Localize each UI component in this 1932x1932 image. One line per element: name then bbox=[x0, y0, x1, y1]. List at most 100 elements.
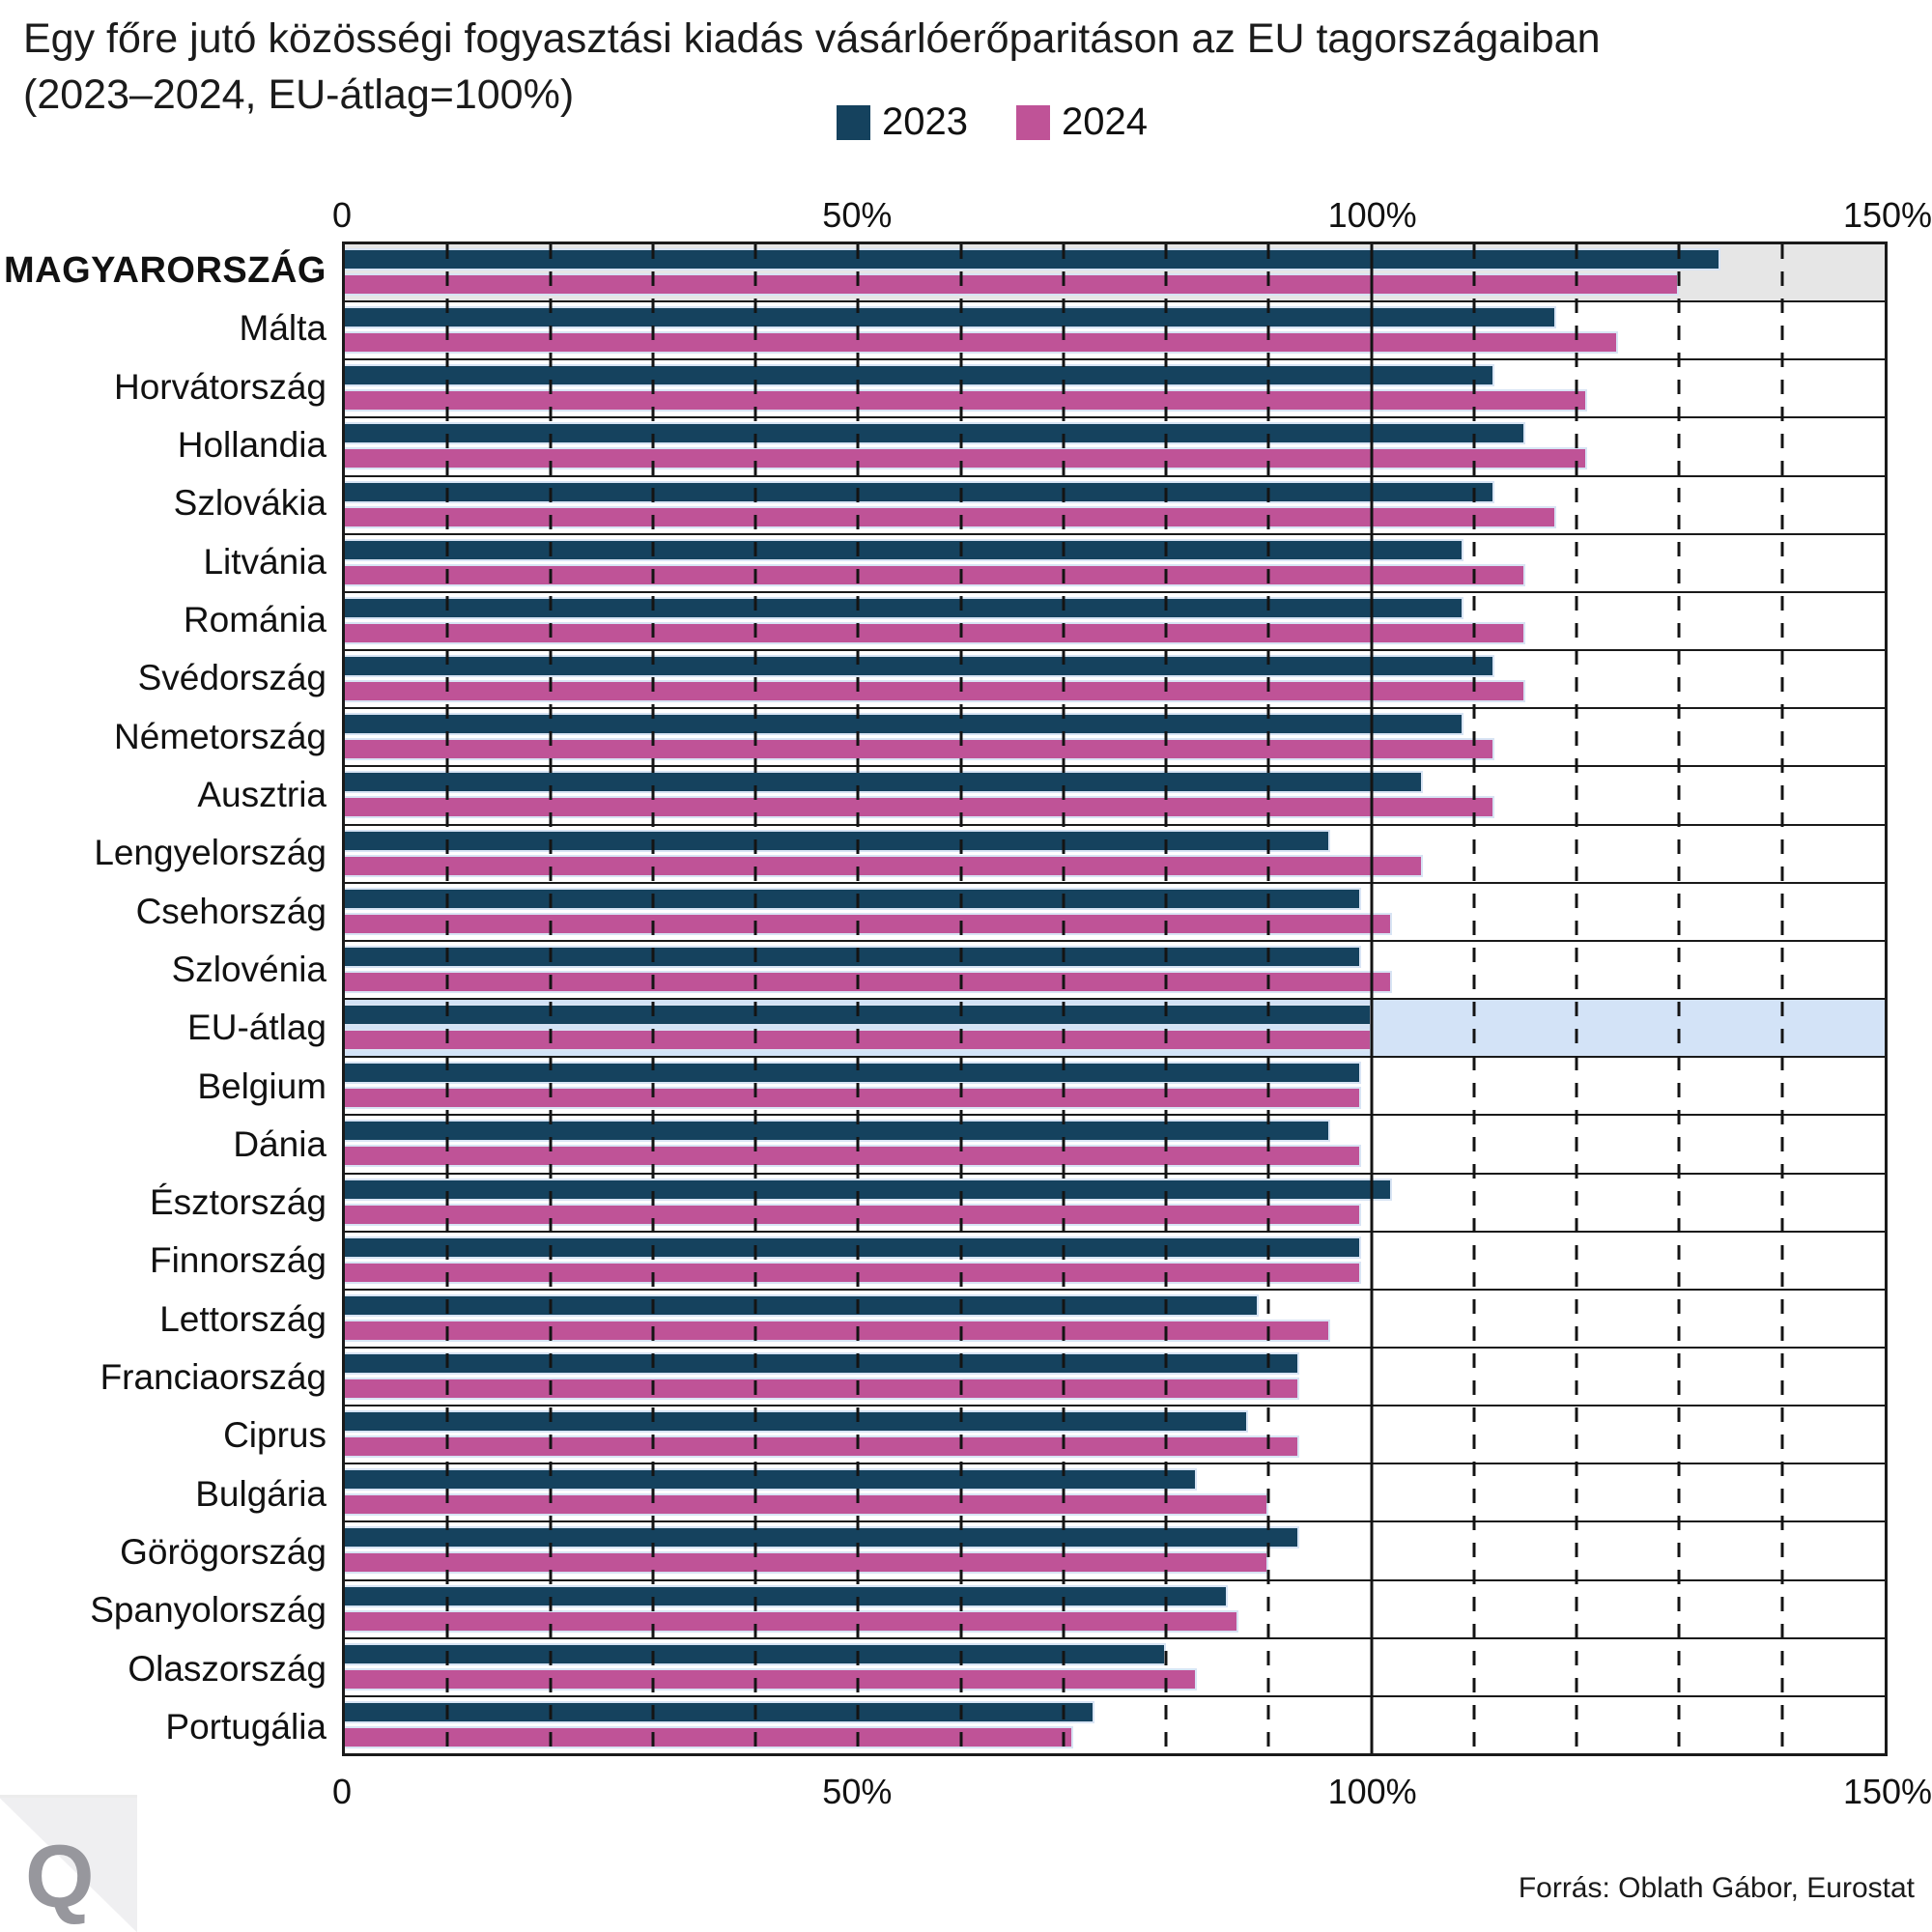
category-label: Szlovénia bbox=[171, 949, 327, 989]
bar-2024-row25 bbox=[345, 1725, 1074, 1748]
logo-letter-q: Q bbox=[25, 1828, 95, 1926]
axis-tick-label-100: 100% bbox=[1327, 1772, 1417, 1811]
bar-2024-row11 bbox=[345, 912, 1392, 935]
chart-row bbox=[345, 418, 1885, 477]
axis-tick-label-0: 0 bbox=[331, 195, 353, 235]
bar-2023-row21 bbox=[345, 1468, 1197, 1492]
bar-2024-row0 bbox=[345, 273, 1680, 296]
bar-2023-row5 bbox=[345, 538, 1464, 561]
bar-2024-row3 bbox=[345, 447, 1587, 470]
chart-row bbox=[345, 244, 1885, 303]
bar-2024-row5 bbox=[345, 563, 1526, 586]
bar-2023-row10 bbox=[345, 829, 1331, 852]
category-label: Hollandia bbox=[177, 425, 327, 466]
chart-row bbox=[345, 1232, 1885, 1291]
chart-row bbox=[345, 592, 1885, 652]
legend-label-2023: 2023 bbox=[882, 100, 968, 143]
bar-2023-row1 bbox=[345, 306, 1556, 329]
category-label: Szlovákia bbox=[173, 483, 327, 524]
bar-2023-row19 bbox=[345, 1351, 1300, 1375]
legend-item-2024: 2024 bbox=[1015, 100, 1148, 144]
bar-2024-row15 bbox=[345, 1145, 1362, 1168]
source-note: Forrás: Oblath Gábor, Eurostat bbox=[1518, 1872, 1915, 1904]
bar-2024-row8 bbox=[345, 738, 1495, 761]
bar-2023-row22 bbox=[345, 1526, 1300, 1549]
chart-row bbox=[345, 767, 1885, 826]
bar-2023-row15 bbox=[345, 1120, 1331, 1143]
category-label: Bulgária bbox=[195, 1473, 327, 1514]
bar-2024-row2 bbox=[345, 389, 1587, 412]
bar-2024-row22 bbox=[345, 1551, 1269, 1575]
bar-2023-row14 bbox=[345, 1062, 1362, 1085]
bar-rows bbox=[345, 244, 1885, 1754]
chart-row bbox=[345, 534, 1885, 593]
category-label: Csehország bbox=[135, 891, 327, 931]
bar-2024-row17 bbox=[345, 1261, 1362, 1284]
category-label: Lengyelország bbox=[94, 833, 327, 873]
qubit-logo: Q bbox=[0, 1795, 137, 1932]
axis-tick-label-0: 0 bbox=[331, 1772, 353, 1811]
chart-subtitle: (2023–2024, EU-átlag=100%) bbox=[23, 71, 575, 118]
legend-label-2024: 2024 bbox=[1061, 100, 1148, 143]
plot-area bbox=[342, 242, 1888, 1756]
bar-2024-row16 bbox=[345, 1203, 1362, 1226]
chart-row bbox=[345, 1464, 1885, 1523]
category-label: Románia bbox=[183, 600, 327, 640]
bar-2023-row13 bbox=[345, 1004, 1372, 1027]
legend-item-2023: 2023 bbox=[837, 100, 968, 144]
category-label: Olaszország bbox=[128, 1648, 327, 1689]
chart-row bbox=[345, 941, 1885, 1001]
category-label: Málta bbox=[239, 308, 327, 349]
bar-2024-row21 bbox=[345, 1493, 1269, 1517]
category-label: Lettország bbox=[159, 1298, 327, 1339]
axis-tick-label-150: 150% bbox=[1842, 1772, 1932, 1811]
chart-row bbox=[345, 1580, 1885, 1639]
category-label: Németország bbox=[113, 716, 327, 756]
bar-2024-row19 bbox=[345, 1377, 1300, 1400]
bar-2023-row6 bbox=[345, 596, 1464, 619]
chart-title: Egy főre jutó közösségi fogyasztási kiad… bbox=[23, 15, 1601, 62]
category-label: Svédország bbox=[137, 658, 327, 698]
bar-2024-row24 bbox=[345, 1667, 1197, 1690]
bar-2023-row7 bbox=[345, 655, 1495, 678]
category-label: Görögország bbox=[120, 1532, 327, 1573]
bar-2023-row12 bbox=[345, 945, 1362, 968]
axis-tick-label-50: 50% bbox=[822, 1772, 893, 1811]
axis-tick-label-100: 100% bbox=[1327, 195, 1417, 235]
category-label: Horvátország bbox=[113, 366, 327, 407]
category-label: Spanyolország bbox=[90, 1590, 327, 1631]
bar-2024-row23 bbox=[345, 1609, 1238, 1633]
bar-2024-row12 bbox=[345, 970, 1392, 993]
bar-2023-row24 bbox=[345, 1642, 1167, 1665]
bar-2024-row18 bbox=[345, 1319, 1331, 1342]
legend-swatch-2024 bbox=[1015, 104, 1050, 140]
bar-2024-row20 bbox=[345, 1435, 1300, 1459]
bar-2024-row10 bbox=[345, 854, 1423, 877]
bar-2024-row1 bbox=[345, 331, 1618, 355]
axis-tick-label-150: 150% bbox=[1842, 195, 1932, 235]
category-label: Franciaország bbox=[99, 1357, 327, 1398]
bar-2023-row4 bbox=[345, 480, 1495, 503]
legend: 2023 2024 bbox=[837, 100, 1148, 144]
chart-row bbox=[345, 1000, 1885, 1059]
bar-2023-row16 bbox=[345, 1178, 1392, 1201]
chart-row bbox=[345, 1696, 1885, 1754]
bar-2024-row4 bbox=[345, 505, 1556, 528]
chart-row bbox=[345, 825, 1885, 884]
category-label: Belgium bbox=[197, 1065, 327, 1106]
category-label: Litvánia bbox=[203, 541, 327, 582]
bar-2024-row13 bbox=[345, 1029, 1372, 1052]
category-label: Portugália bbox=[165, 1706, 327, 1747]
chart-row bbox=[345, 476, 1885, 535]
bar-2023-row23 bbox=[345, 1584, 1228, 1607]
chart-row bbox=[345, 302, 1885, 361]
bar-2023-row25 bbox=[345, 1700, 1094, 1723]
chart-row bbox=[345, 360, 1885, 419]
bar-2023-row2 bbox=[345, 364, 1495, 387]
chart-row bbox=[345, 1174, 1885, 1233]
bar-2023-row9 bbox=[345, 771, 1423, 794]
category-label: EU-átlag bbox=[187, 1008, 327, 1048]
chart-row bbox=[345, 709, 1885, 768]
bar-2023-row0 bbox=[345, 248, 1720, 270]
bar-2024-row14 bbox=[345, 1087, 1362, 1110]
